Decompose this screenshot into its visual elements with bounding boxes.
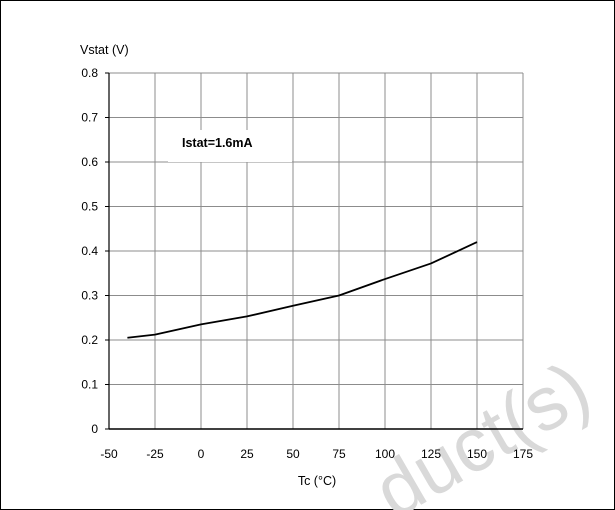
y-tick-label: 0	[91, 422, 98, 436]
y-tick-label: 0.8	[81, 66, 98, 80]
x-tick-label: 100	[375, 447, 395, 461]
y-tick-label: 0.2	[81, 333, 98, 347]
annotation-background	[168, 130, 292, 162]
x-tick-label: -50	[100, 447, 118, 461]
x-tick-label: 75	[332, 447, 346, 461]
y-tick-label: 0.6	[81, 155, 98, 169]
grid	[109, 72, 524, 429]
x-tick-label: 25	[240, 447, 254, 461]
x-axis-label: Tc (°C)	[298, 474, 336, 488]
x-tick-label: 50	[286, 447, 300, 461]
x-tick-label: 175	[513, 447, 533, 461]
y-axis-ticks: 0 0.1 0.2 0.3 0.4 0.5 0.6 0.7 0.8	[81, 66, 98, 436]
axes	[105, 72, 523, 430]
annotation-label: Istat=1.6mA	[182, 136, 253, 150]
y-tick-label: 0.7	[81, 111, 98, 125]
x-tick-label: -25	[146, 447, 164, 461]
watermark: duct(s)	[360, 345, 604, 510]
series-line	[127, 241, 478, 339]
y-tick-label: 0.5	[81, 200, 98, 214]
x-axis-ticks: -50 -25 0 25 50 75 100 125 150 175	[100, 447, 533, 461]
y-tick-label: 0.4	[81, 244, 98, 258]
y-axis-label: Vstat (V)	[80, 43, 129, 57]
data-series	[127, 241, 478, 339]
y-tick-label: 0.3	[81, 289, 98, 303]
x-tick-label: 125	[421, 447, 441, 461]
x-tick-label: 0	[198, 447, 205, 461]
x-tick-label: 150	[467, 447, 487, 461]
y-tick-label: 0.1	[81, 378, 98, 392]
